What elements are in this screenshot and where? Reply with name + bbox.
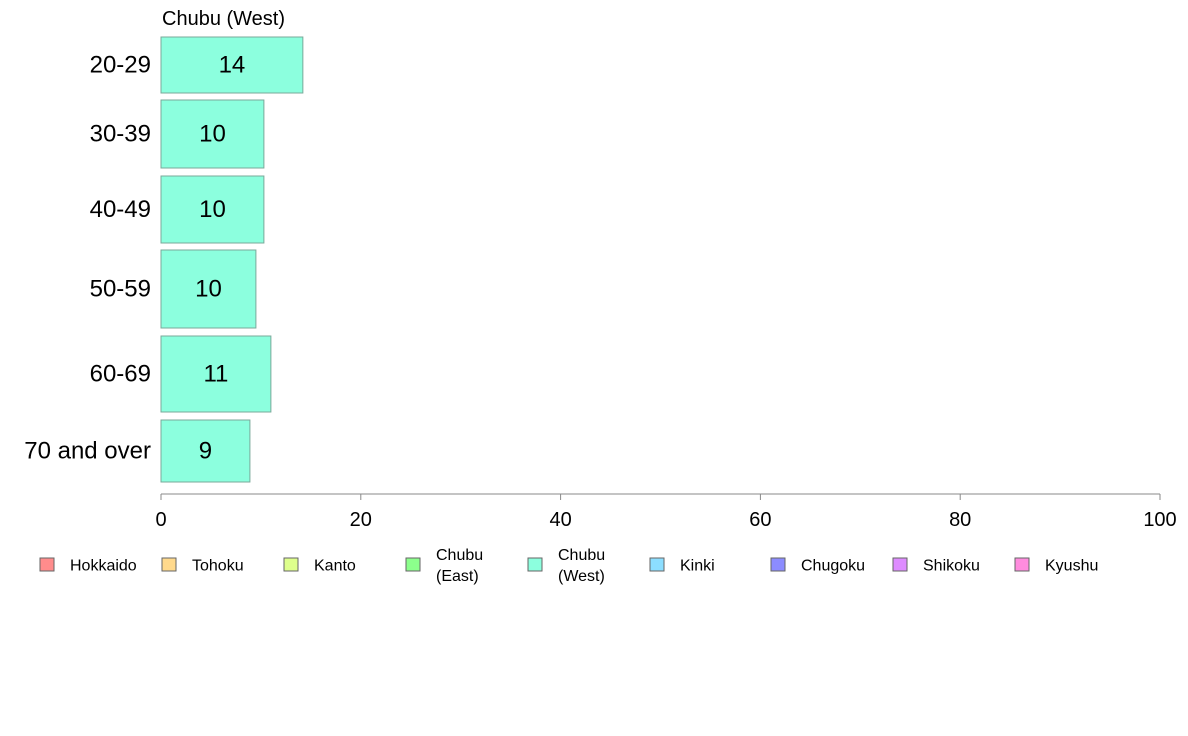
- x-tick-label: 20: [350, 509, 372, 531]
- x-tick-label: 40: [549, 509, 571, 531]
- x-tick-label: 0: [155, 509, 166, 531]
- legend-swatch: [770, 557, 786, 572]
- bar-value-label: 10: [199, 196, 226, 223]
- x-tick-label: 100: [1143, 509, 1176, 531]
- legend: Hokkaido Tohoku Kanto Chubu (East) Chubu (West…: [39, 547, 1098, 585]
- legend-label: Kyushu: [1045, 558, 1098, 575]
- legend-label: (West): [558, 568, 605, 585]
- bar: [160, 249, 257, 329]
- legend-label: Hokkaido: [70, 558, 137, 575]
- legend-swatch: [892, 557, 908, 572]
- bar: [160, 335, 272, 413]
- bar-value-label: 11: [203, 361, 228, 388]
- bar-value-label: 10: [199, 121, 226, 148]
- category-label: 20-29: [90, 52, 151, 79]
- x-axis: 0 20 40 60 80 100: [155, 493, 1177, 531]
- legend-label: Kinki: [680, 558, 715, 575]
- x-tick-label: 60: [749, 509, 771, 531]
- legend-swatch: [527, 557, 543, 572]
- bar: [160, 99, 265, 169]
- bar: [160, 175, 265, 244]
- legend-swatch: [405, 557, 421, 572]
- legend-swatch: [161, 557, 177, 572]
- bars-group: 14 20-29 10 30-39 10 40-49 10 50-59 11 60-69 9 70 a…: [24, 36, 304, 483]
- category-label: 60-69: [90, 361, 151, 388]
- bar: [160, 419, 251, 483]
- x-tick-label: 80: [949, 509, 971, 531]
- legend-label: Chugoku: [801, 558, 865, 575]
- legend-label: Chubu: [558, 547, 605, 564]
- category-label: 50-59: [90, 276, 151, 303]
- bar: [160, 36, 304, 94]
- category-label: 70 and over: [24, 438, 151, 465]
- bar-value-label: 10: [195, 276, 222, 303]
- category-label: 40-49: [90, 196, 151, 223]
- legend-swatch: [39, 557, 55, 572]
- legend-label: Shikoku: [923, 558, 980, 575]
- legend-label: Tohoku: [192, 558, 244, 575]
- legend-swatch: [649, 557, 665, 572]
- category-label: 30-39: [90, 121, 151, 148]
- bar-value-label: 14: [219, 52, 246, 79]
- legend-swatch: [283, 557, 299, 572]
- legend-label: Chubu: [436, 547, 483, 564]
- chart-title: Chubu (West): [162, 8, 285, 30]
- legend-swatch: [1014, 557, 1030, 572]
- bar-value-label: 9: [199, 438, 212, 465]
- legend-label: Kanto: [314, 558, 356, 575]
- legend-label: (East): [436, 568, 479, 585]
